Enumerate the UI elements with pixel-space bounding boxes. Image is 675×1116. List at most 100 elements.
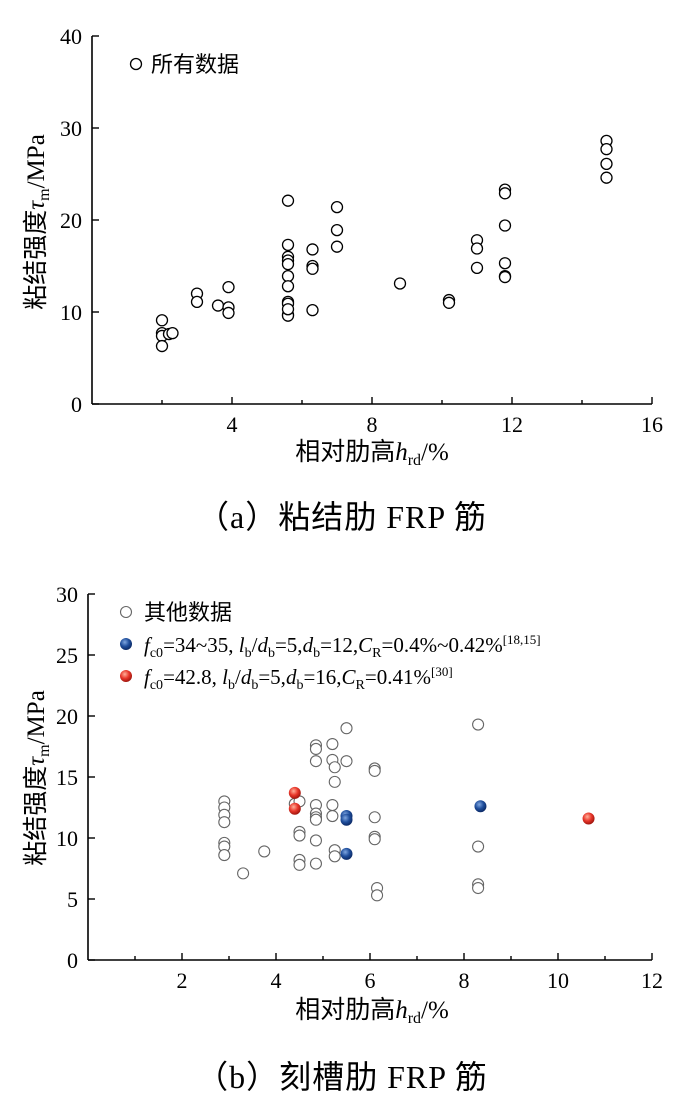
chart-a-y-tick-label: 40	[60, 24, 82, 49]
chart-b-points	[218, 718, 595, 902]
chart-b-point-s1-2	[340, 847, 353, 860]
chart-b-point-s0-38	[368, 833, 381, 846]
chart-a-point-s0-33	[442, 296, 456, 309]
chart-a-point-s0-35	[470, 242, 484, 255]
chart-a-point-s0-5	[166, 327, 179, 340]
chart-a-point-s0-46	[600, 171, 613, 184]
chart-b: 0 5 10 15 20 25 30 2 4 6 8 10 12 其他数据 fc0=34~35, lb…	[22, 582, 663, 1095]
chart-a-point-s0-24	[306, 243, 319, 256]
chart-b-x-ticks: 2 4 6 8 10 12	[134, 953, 663, 993]
chart-b-y-tick-label: 30	[56, 582, 78, 607]
chart-b-point-s0-14	[293, 858, 306, 871]
chart-a-point-s0-28	[330, 200, 344, 214]
chart-a-x-tick-label: 4	[227, 412, 238, 437]
chart-b-point-s2-2	[582, 812, 595, 825]
chart-b-x-tick-label: 12	[641, 968, 663, 993]
chart-a-point-s0-18	[281, 280, 295, 293]
chart-b-point-s0-26	[326, 799, 339, 812]
chart-b-legend-label-other: 其他数据	[144, 600, 232, 625]
chart-a-x-tick-label: 12	[501, 412, 523, 437]
chart-a-point-s0-38	[498, 187, 512, 200]
chart-b-point-s0-7	[237, 867, 250, 880]
chart-b-point-s2-1	[288, 802, 301, 815]
chart-a-point-s0-36	[470, 261, 484, 274]
chart-b-point-s0-17	[309, 755, 323, 768]
chart-a-y-tick-label: 10	[60, 300, 82, 325]
chart-b-point-s0-44	[472, 881, 485, 895]
chart-a-point-s0-44	[600, 143, 613, 156]
chart-b-y-tick-label: 20	[56, 704, 78, 729]
chart-a-point-s0-45	[600, 157, 613, 171]
chart-b-y-title: 粘结强度τm/MPa	[22, 690, 53, 866]
chart-b-legend-marker-blue	[120, 638, 132, 650]
chart-a-point-s0-26	[306, 262, 319, 275]
chart-a-point-s0-29	[330, 223, 344, 237]
chart-b-point-s0-27	[326, 809, 339, 823]
chart-b-point-s0-32	[340, 722, 353, 735]
chart-a-legend: 所有数据	[129, 52, 239, 77]
chart-a-point-s0-16	[281, 258, 295, 271]
chart-b-point-s2-0	[288, 786, 301, 799]
chart-a-point-s0-31	[393, 277, 407, 290]
chart-b-x-title: 相对肋高hrd/%	[295, 996, 449, 1027]
chart-a-x-ticks: 4 8 12 16	[161, 397, 663, 437]
chart-b-legend-marker-other	[119, 605, 133, 619]
chart-b-caption: （b）刻槽肋 FRP 筋	[196, 1059, 488, 1095]
chart-b-point-s0-33	[340, 755, 353, 768]
chart-b-point-s0-3	[218, 816, 231, 829]
chart-b-point-s0-16	[309, 742, 323, 755]
chart-b-x-tick-label: 10	[547, 968, 569, 993]
chart-b-point-s0-31	[328, 850, 341, 863]
chart-b-y-tick-label: 10	[56, 826, 78, 851]
chart-b-x-tick-label: 2	[177, 968, 188, 993]
chart-a-point-s0-9	[222, 281, 235, 294]
chart-b-y-tick-label: 25	[56, 643, 78, 668]
chart-b-y-tick-label: 5	[67, 887, 78, 912]
chart-a-legend-label-0: 所有数据	[151, 52, 239, 77]
chart-a-point-s0-39	[498, 219, 512, 232]
chart-b-x-tick-label: 6	[365, 968, 376, 993]
chart-a-point-s0-8	[211, 299, 225, 312]
chart-b-point-s0-42	[472, 840, 485, 853]
chart-a-point-s0-11	[222, 306, 235, 320]
chart-a-point-s0-12	[281, 194, 295, 207]
chart-a-y-tick-label: 30	[60, 116, 82, 141]
chart-b-point-s0-35	[368, 764, 381, 777]
chart-b-point-s0-12	[293, 829, 306, 842]
chart-a-point-s0-23	[281, 303, 295, 316]
chart-a-point-s0-17	[281, 269, 295, 283]
chart-b-legend: 其他数据 fc0=34~35, lb/db=5,db=12,CR=0.4%~0.…	[119, 600, 541, 693]
chart-a-point-s0-42	[498, 270, 512, 284]
chart-a-point-s0-0	[155, 314, 169, 327]
chart-a-caption: （a）粘结肋 FRP 筋	[197, 499, 487, 535]
chart-b-point-s1-1	[340, 813, 353, 826]
chart-b-point-s0-24	[326, 738, 339, 751]
chart-b-point-s0-40	[370, 889, 384, 902]
chart-b-point-s0-8	[258, 845, 271, 858]
chart-b-point-s0-22	[309, 834, 323, 847]
chart-b-point-s0-29	[328, 775, 341, 788]
chart-b-y-ticks: 0 5 10 15 20 25 30	[56, 582, 95, 973]
chart-b-y-tick-label: 0	[67, 948, 78, 973]
chart-a-legend-marker-open	[129, 57, 143, 71]
chart-a-y-ticks: 0 10 20 30 40	[60, 24, 99, 417]
chart-b-legend-label-red: fc0=42.8, lb/db=5,db=16,CR=0.41%[30]	[144, 664, 453, 693]
chart-a-plot-area	[92, 36, 652, 404]
chart-a-point-s0-3	[155, 339, 169, 353]
chart-a-x-tick-label: 8	[367, 412, 378, 437]
chart-a-point-s0-30	[330, 240, 344, 253]
chart-a-point-s0-13	[281, 238, 295, 251]
chart-a-point-s0-27	[306, 304, 319, 317]
chart-a-points	[155, 134, 613, 353]
chart-a-point-s0-40	[498, 257, 512, 270]
chart-b-legend-marker-red	[120, 670, 132, 682]
chart-b-point-s0-6	[218, 849, 231, 862]
chart-b-x-tick-label: 8	[459, 968, 470, 993]
chart-b-point-s0-28	[328, 761, 341, 774]
chart-b-legend-label-blue: fc0=34~35, lb/db=5,db=12,CR=0.4%~0.42%[1…	[144, 632, 541, 661]
chart-b-point-s0-36	[368, 811, 381, 824]
chart-a-x-title: 相对肋高hrd/%	[295, 438, 449, 469]
chart-b-x-tick-label: 4	[271, 968, 282, 993]
chart-a-x-tick-label: 16	[641, 412, 663, 437]
